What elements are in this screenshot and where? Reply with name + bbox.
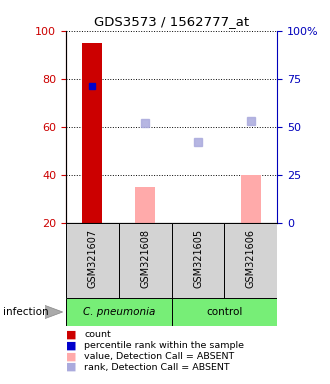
- Bar: [241, 175, 261, 223]
- Text: percentile rank within the sample: percentile rank within the sample: [84, 341, 244, 350]
- Text: GSM321608: GSM321608: [140, 229, 150, 288]
- Text: ■: ■: [66, 330, 77, 340]
- Text: ■: ■: [66, 362, 77, 372]
- Polygon shape: [45, 305, 63, 319]
- Text: GSM321607: GSM321607: [87, 229, 97, 288]
- Text: count: count: [84, 330, 111, 339]
- Text: rank, Detection Call = ABSENT: rank, Detection Call = ABSENT: [84, 362, 230, 372]
- Text: ■: ■: [66, 341, 77, 351]
- Text: GSM321605: GSM321605: [193, 229, 203, 288]
- Text: C. pneumonia: C. pneumonia: [82, 307, 155, 317]
- Bar: [66, 298, 172, 326]
- Text: control: control: [206, 307, 243, 317]
- Bar: [172, 223, 224, 298]
- Bar: [224, 223, 277, 298]
- Bar: [172, 298, 277, 326]
- Bar: [66, 223, 119, 298]
- Text: GSM321606: GSM321606: [246, 229, 256, 288]
- Bar: [135, 187, 155, 223]
- Title: GDS3573 / 1562777_at: GDS3573 / 1562777_at: [94, 15, 249, 28]
- Bar: [82, 43, 102, 223]
- Bar: [119, 223, 172, 298]
- Text: infection: infection: [3, 307, 49, 317]
- Text: value, Detection Call = ABSENT: value, Detection Call = ABSENT: [84, 352, 234, 361]
- Text: ■: ■: [66, 351, 77, 361]
